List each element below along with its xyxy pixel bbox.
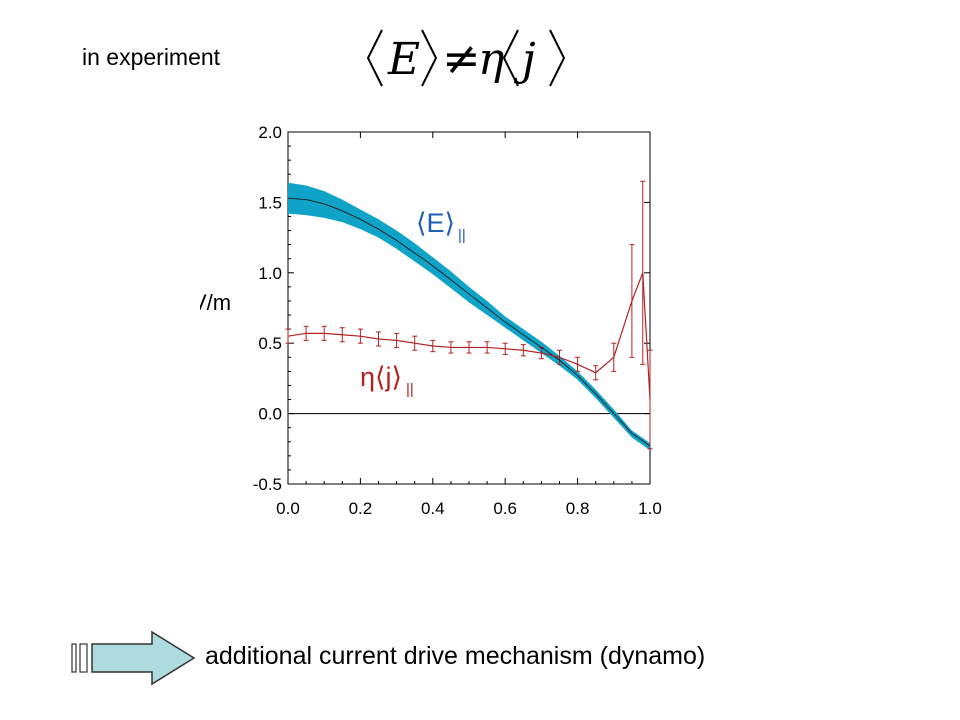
eq-coefficient: η [478, 34, 504, 85]
arrow-bar-1 [71, 643, 77, 673]
series-e-line [287, 197, 651, 447]
series-e-label-sub: || [458, 227, 466, 244]
slide-heading: in experiment [82, 44, 221, 70]
eq-lhs: E [387, 34, 420, 85]
bracket-left-2 [502, 29, 519, 87]
eq-rhs: j [513, 34, 536, 85]
series-j-label-sub: || [406, 381, 414, 398]
series-lines [287, 197, 651, 447]
arrow-bar-2 [79, 643, 88, 673]
chart-text: 2.0 1.5 1.0 0.5 0.0 -0.5 0.0 0.2 0.4 0.6 0.8 1.0 V/m… [200, 123, 662, 518]
eq-operator: ≠ [442, 31, 481, 85]
arrow-body [91, 630, 196, 686]
x-tick-label: 0.6 [493, 499, 517, 518]
caption: additional current drive mechanism (dyna… [205, 642, 706, 670]
y-tick-label: 1.5 [258, 193, 282, 212]
x-tick-label: 0.0 [276, 499, 300, 518]
equation: E ≠ η j [366, 29, 566, 87]
y-tick-label: -0.5 [253, 475, 282, 494]
arrow-right-icon [71, 630, 196, 686]
series-j-label: η⟨j⟩ [360, 362, 402, 392]
series-e-band-area [288, 182, 650, 451]
y-tick-label: 1.0 [258, 264, 282, 283]
y-tick-label: 0.0 [258, 405, 282, 424]
y-tick-label: 0.5 [258, 334, 282, 353]
y-tick-label: 2.0 [258, 123, 282, 142]
series-e-label: ⟨E⟩ [416, 208, 455, 238]
series-e-band [288, 182, 650, 451]
chart-axes [287, 131, 651, 485]
chart: 2.0 1.5 1.0 0.5 0.0 -0.5 0.0 0.2 0.4 0.6 0.8 1.0 V/m… [200, 123, 662, 518]
bracket-left-1 [366, 29, 383, 87]
x-tick-label: 0.8 [566, 499, 590, 518]
series-j-line [287, 272, 651, 400]
bracket-right-1 [421, 29, 438, 87]
bracket-right-2 [549, 29, 566, 87]
x-tick-label: 0.2 [349, 499, 373, 518]
y-axis-label: V/m [200, 290, 231, 315]
x-tick-label: 0.4 [421, 499, 445, 518]
x-tick-label: 1.0 [638, 499, 662, 518]
plot-frame [287, 131, 651, 485]
